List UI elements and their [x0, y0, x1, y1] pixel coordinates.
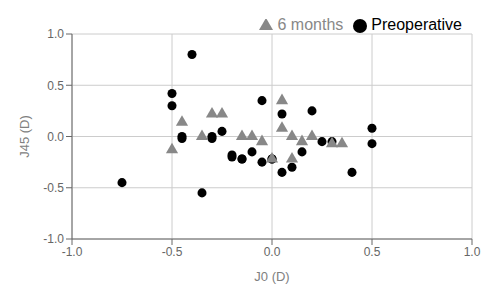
html-text:Preoperative: Preoperative	[371, 16, 462, 33]
svg-text:0.5: 0.5	[47, 79, 64, 93]
svg-text:J45 (D): J45 (D)	[17, 115, 32, 158]
svg-text:0.0: 0.0	[47, 130, 64, 144]
svg-text:-1.0: -1.0	[62, 245, 83, 259]
svg-text:-0.5: -0.5	[43, 181, 64, 195]
svg-text:0.5: 0.5	[364, 245, 381, 259]
svg-text:-0.5: -0.5	[162, 245, 183, 259]
svg-text:1.0: 1.0	[47, 27, 64, 41]
html-text:6 months: 6 months	[277, 16, 344, 33]
svg-text:J0 (D): J0 (D)	[254, 269, 289, 284]
svg-text:1.0: 1.0	[464, 245, 481, 259]
svg-text:0.0: 0.0	[264, 245, 281, 259]
svg-text:-1.0: -1.0	[43, 232, 64, 246]
